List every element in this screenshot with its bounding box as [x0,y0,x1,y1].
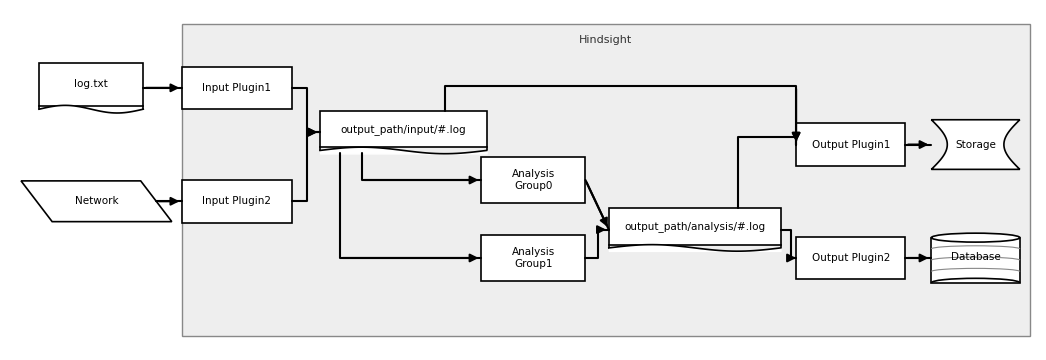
Text: Input Plugin1: Input Plugin1 [202,83,271,93]
FancyBboxPatch shape [182,24,1029,336]
FancyBboxPatch shape [481,157,586,203]
Ellipse shape [931,233,1020,242]
Text: log.txt: log.txt [74,79,108,89]
Text: Network: Network [74,196,118,206]
Text: Analysis
Group1: Analysis Group1 [511,247,555,269]
Polygon shape [21,181,172,222]
FancyBboxPatch shape [796,123,906,166]
Text: Output Plugin2: Output Plugin2 [812,253,890,263]
FancyBboxPatch shape [320,111,486,148]
FancyBboxPatch shape [796,237,906,279]
Text: output_path/analysis/#.log: output_path/analysis/#.log [624,221,766,232]
FancyBboxPatch shape [182,67,292,109]
Text: Database: Database [951,252,1000,262]
Text: Output Plugin1: Output Plugin1 [812,140,890,149]
FancyBboxPatch shape [481,235,586,281]
FancyBboxPatch shape [39,63,143,106]
Text: Storage: Storage [955,140,996,149]
Text: Input Plugin2: Input Plugin2 [202,196,271,206]
PathPatch shape [931,120,1020,169]
Text: output_path/input/#.log: output_path/input/#.log [341,124,467,135]
FancyBboxPatch shape [931,238,1020,283]
FancyBboxPatch shape [609,208,780,245]
FancyBboxPatch shape [182,180,292,222]
Text: Analysis
Group0: Analysis Group0 [511,169,555,191]
Text: Hindsight: Hindsight [579,35,633,45]
